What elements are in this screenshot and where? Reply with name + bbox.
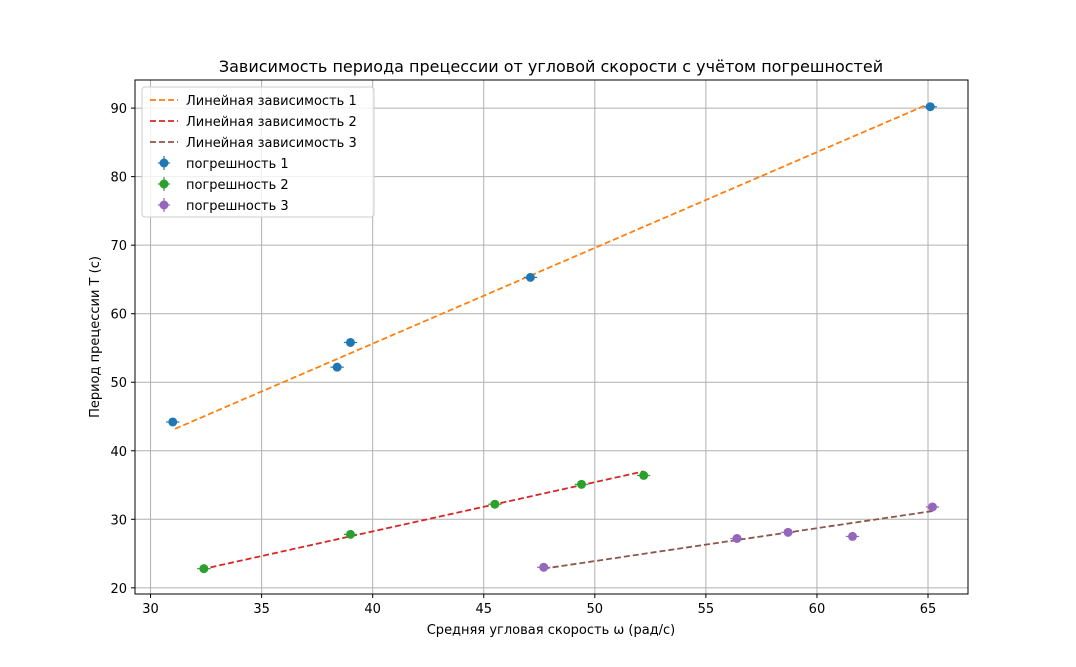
- plot-area-frame: [134, 79, 969, 595]
- y-tick-label: 50: [110, 376, 127, 391]
- y-tick-label: 20: [110, 582, 127, 597]
- legend-series-marker-2: [159, 179, 169, 189]
- x-tick-label: 60: [809, 602, 826, 617]
- y-axis-ticks: 20 30 40 50 60 70 80 90: [110, 102, 135, 597]
- data-point-2: [199, 564, 209, 574]
- data-point-1: [925, 102, 935, 112]
- x-tick-label: 35: [253, 602, 270, 617]
- data-point-2: [639, 470, 649, 480]
- legend-series-label-2: погрешность 2: [186, 178, 289, 193]
- fit-line-3: [543, 510, 933, 570]
- x-axis-ticks: 30 35 40 45 50 55 60 65: [142, 594, 936, 617]
- legend-fit-label-1: Линейная зависимость 1: [186, 94, 357, 109]
- chart-title: Зависимость периода прецессии от угловой…: [219, 57, 883, 76]
- data-point-3: [783, 527, 793, 537]
- legend-series-marker-1: [159, 158, 169, 168]
- x-tick-label: 45: [475, 602, 492, 617]
- y-axis-label: Период прецессии T (с): [88, 256, 103, 418]
- y-tick-label: 90: [110, 102, 127, 117]
- y-tick-label: 80: [110, 171, 127, 186]
- data-points: [166, 102, 940, 574]
- x-tick-label: 65: [920, 602, 937, 617]
- data-point-1: [168, 417, 178, 427]
- data-point-2: [345, 529, 355, 539]
- y-tick-label: 40: [110, 445, 127, 460]
- legend-box: [141, 86, 375, 218]
- y-tick-label: 30: [110, 513, 127, 528]
- data-point-3: [847, 531, 857, 541]
- y-tick-label: 60: [110, 308, 127, 323]
- x-tick-label: 40: [364, 602, 381, 617]
- x-tick-label: 50: [587, 602, 604, 617]
- legend: Линейная зависимость 1 Линейная зависимос…: [141, 86, 375, 218]
- data-point-2: [576, 479, 586, 489]
- data-point-1: [525, 272, 535, 282]
- fit-line-1: [174, 102, 931, 430]
- legend-fit-label-2: Линейная зависимость 2: [186, 115, 357, 130]
- data-point-1: [332, 362, 342, 372]
- fit-lines: [174, 102, 933, 571]
- fit-line-2: [201, 470, 644, 571]
- legend-series-label-1: погрешность 1: [186, 157, 289, 172]
- data-point-3: [539, 562, 549, 572]
- x-axis-label: Средняя угловая скорость ω (рад/с): [427, 623, 676, 638]
- x-tick-label: 55: [698, 602, 715, 617]
- legend-fit-label-3: Линейная зависимость 3: [186, 136, 357, 151]
- data-point-2: [490, 499, 500, 509]
- y-tick-label: 70: [110, 239, 127, 254]
- legend-series-marker-3: [159, 200, 169, 210]
- data-point-3: [732, 533, 742, 543]
- data-point-3: [927, 502, 937, 512]
- x-tick-label: 30: [142, 602, 159, 617]
- legend-series-label-3: погрешность 3: [186, 199, 289, 214]
- data-point-1: [345, 337, 355, 347]
